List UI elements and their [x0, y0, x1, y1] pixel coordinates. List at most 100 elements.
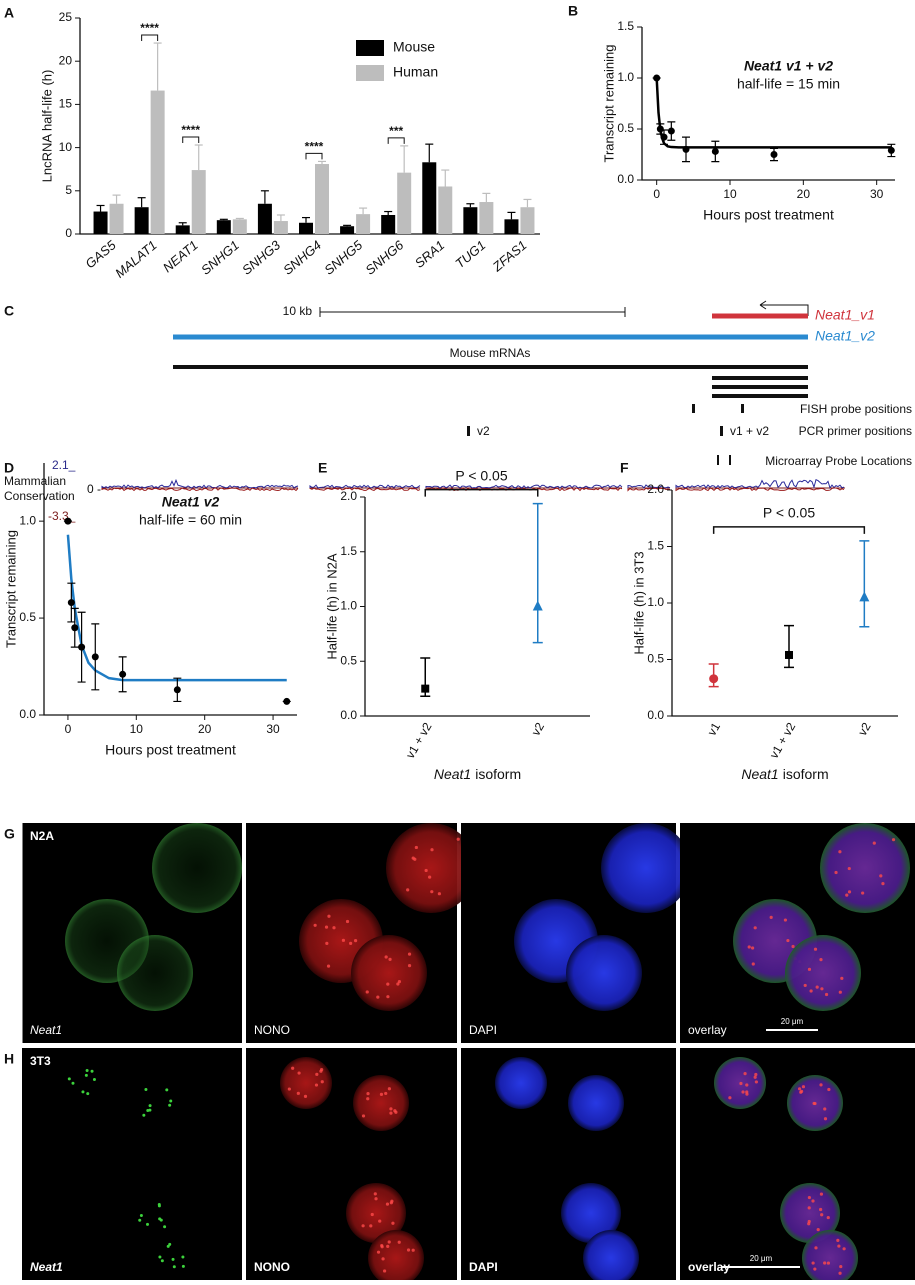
cell — [583, 1230, 639, 1285]
speckle — [743, 1072, 747, 1076]
speckle — [823, 1117, 828, 1121]
speckle — [750, 946, 755, 950]
speckle — [881, 882, 885, 886]
speckle — [142, 1113, 146, 1117]
panel-label: G — [4, 826, 15, 842]
channel-label: NONO — [254, 1260, 290, 1274]
speckle — [385, 1202, 390, 1206]
speckle — [393, 1109, 397, 1113]
primer-label: v1 + v2 — [730, 424, 769, 438]
track-signal — [309, 484, 421, 489]
speckle — [819, 1192, 824, 1196]
data-point — [656, 125, 664, 133]
speckle — [754, 1080, 758, 1084]
data-point — [653, 74, 661, 82]
data-point — [660, 133, 668, 141]
bar — [381, 214, 396, 234]
speckle — [386, 982, 390, 986]
channel-label: overlay — [688, 1260, 730, 1274]
track-signal — [627, 487, 671, 492]
data-point — [119, 670, 127, 678]
speckle — [791, 944, 795, 949]
scale-label: 10 kb — [283, 304, 313, 318]
speckle — [181, 1264, 185, 1268]
bar — [504, 219, 519, 234]
speckle — [807, 967, 812, 971]
cell-line-label: 3T3 — [30, 1054, 51, 1068]
speckle — [814, 1246, 818, 1250]
track-zero: 0 - — [87, 482, 101, 496]
y-tick-label: 1.0 — [340, 599, 357, 613]
speckle — [386, 1244, 390, 1248]
data-point — [711, 147, 719, 155]
cell-line-label: N2A — [30, 829, 54, 843]
speckle — [85, 1069, 89, 1073]
x-tick-label: v2 — [529, 720, 548, 738]
speckle — [406, 1248, 411, 1252]
speckle — [389, 1107, 393, 1111]
x-tick-label: SNHG1 — [198, 237, 242, 277]
micrograph — [461, 1048, 676, 1280]
speckle — [826, 1261, 830, 1265]
speckle — [148, 1104, 152, 1108]
data-point — [887, 146, 895, 154]
track-label: Mammalian — [4, 474, 66, 488]
data-point — [283, 697, 291, 705]
speckle — [823, 1107, 827, 1111]
speckle — [391, 1221, 395, 1225]
speckle — [411, 856, 415, 860]
channel-label: DAPI — [469, 1260, 498, 1274]
speckle — [807, 1206, 811, 1210]
speckle — [397, 979, 401, 984]
track-label: Microarray Probe Locations — [765, 454, 912, 468]
y-tick-label: 0.5 — [340, 653, 357, 667]
x-tick-label: SNHG3 — [239, 237, 284, 278]
speckle — [827, 1087, 831, 1092]
speckle — [747, 945, 751, 949]
speckle — [297, 1071, 301, 1075]
speckle — [838, 1271, 842, 1275]
speckle — [160, 1259, 164, 1263]
speckle — [326, 964, 331, 968]
speckle — [396, 982, 400, 986]
x-axis-label: Neat1 isoform — [741, 766, 828, 782]
y-axis-label: Transcript remaining — [3, 530, 18, 648]
speckle — [374, 1197, 378, 1201]
y-tick-label: 5 — [65, 183, 72, 197]
speckle — [373, 1192, 377, 1196]
x-tick-label: 30 — [266, 722, 280, 736]
channel-label: overlay — [688, 1023, 727, 1037]
probe — [717, 455, 719, 465]
y-axis-label: LncRNA half-life (h) — [39, 70, 54, 183]
y-tick-label: 2.0 — [647, 482, 664, 496]
channel-label: Neat1 — [30, 1023, 62, 1037]
speckle — [171, 1257, 175, 1261]
significance-bracket — [182, 136, 200, 144]
x-tick-label: GAS5 — [82, 237, 119, 271]
speckle — [815, 985, 819, 989]
speckle — [424, 868, 428, 873]
speckle — [809, 989, 813, 993]
speckle — [847, 866, 851, 871]
y-tick-label: 25 — [59, 10, 73, 24]
speckle — [820, 1213, 824, 1217]
cell — [568, 1075, 624, 1131]
speckle — [92, 1078, 96, 1082]
x-tick-label: SNHG6 — [362, 237, 407, 278]
bar — [356, 214, 371, 234]
data-point — [91, 653, 99, 661]
speckle — [379, 1092, 384, 1096]
speckle — [819, 1083, 823, 1087]
speckle — [144, 1087, 148, 1091]
bar — [93, 211, 108, 234]
x-axis-label-part: isoform — [783, 766, 829, 782]
speckle — [834, 870, 838, 875]
fit-curve — [66, 534, 287, 682]
annotation: half-life = 60 min — [139, 512, 242, 528]
speckle — [816, 1228, 820, 1232]
data-point — [770, 151, 778, 158]
cell — [566, 935, 642, 1011]
significance-label: **** — [140, 21, 159, 35]
speckle — [861, 891, 865, 895]
